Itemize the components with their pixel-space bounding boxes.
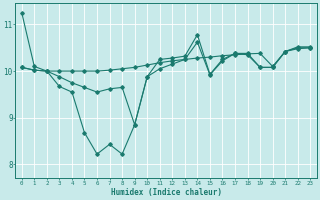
X-axis label: Humidex (Indice chaleur): Humidex (Indice chaleur) xyxy=(110,188,221,197)
